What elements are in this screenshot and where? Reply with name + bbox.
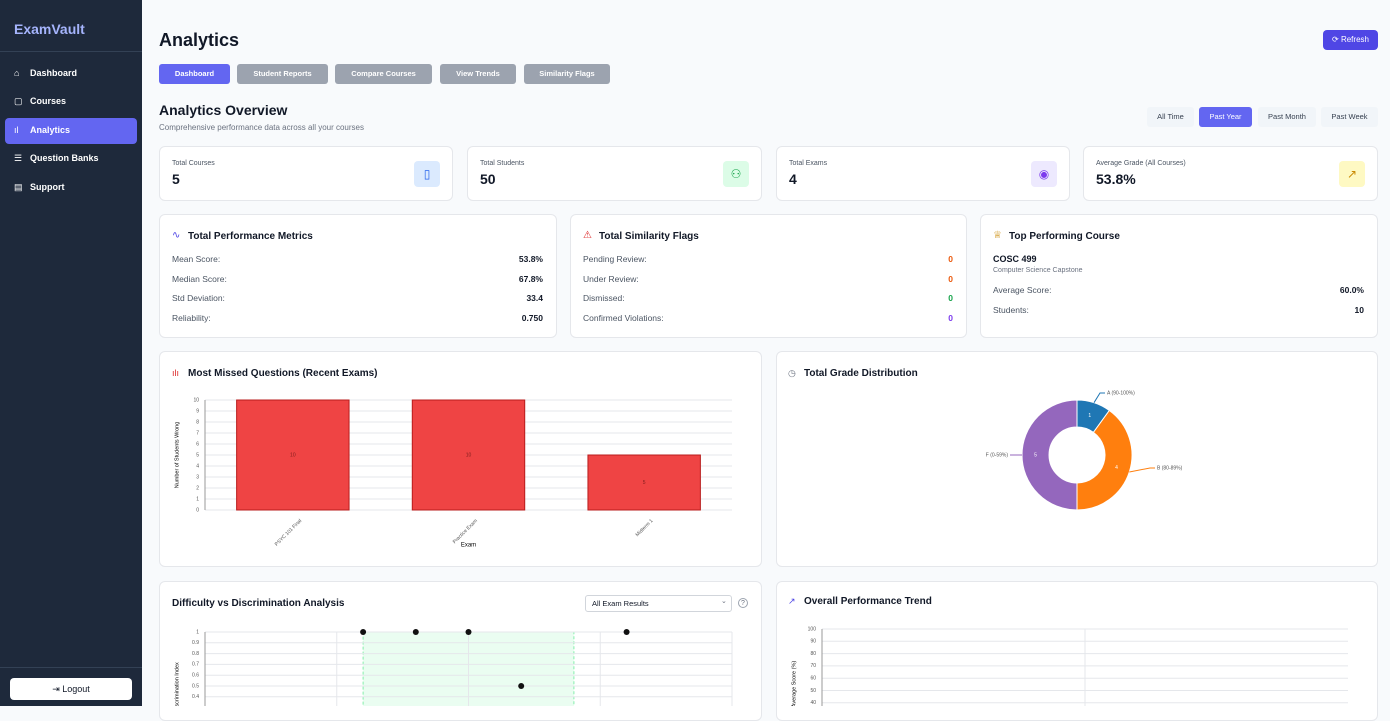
brand: ExamVault bbox=[14, 21, 85, 37]
row-value: 10 bbox=[1354, 304, 1364, 315]
tab[interactable]: Dashboard bbox=[159, 64, 230, 84]
chart-card bbox=[776, 351, 1378, 567]
logout-label: Logout bbox=[62, 684, 90, 694]
stat-label: Average Grade (All Courses) bbox=[1096, 160, 1186, 167]
logout-icon: ⇥ bbox=[52, 684, 63, 694]
chart-title: Total Grade Distribution bbox=[804, 368, 918, 379]
stat-value: 50 bbox=[480, 171, 496, 187]
row-value: 0 bbox=[948, 313, 953, 324]
row-value: 0 bbox=[948, 293, 953, 304]
nav-item[interactable]: Dashboard bbox=[30, 68, 78, 78]
stat-icon: ⚇ bbox=[723, 161, 749, 187]
row-label: Students: bbox=[993, 304, 1029, 315]
divider bbox=[0, 51, 142, 52]
row-label: Reliability: bbox=[172, 313, 211, 324]
row-label: Median Score: bbox=[172, 273, 227, 284]
card-icon: ♕ bbox=[993, 230, 1002, 241]
nav-item[interactable]: Analytics bbox=[30, 125, 71, 135]
sidebar bbox=[0, 0, 142, 706]
help-icon[interactable]: ? bbox=[738, 598, 748, 608]
chart-title: Overall Performance Trend bbox=[804, 596, 932, 607]
tab[interactable]: Student Reports bbox=[237, 64, 328, 84]
chart-title: Most Missed Questions (Recent Exams) bbox=[188, 368, 378, 379]
card-title: Top Performing Course bbox=[1009, 231, 1120, 242]
card-title: Total Performance Metrics bbox=[188, 231, 313, 242]
nav-icon: ▤ bbox=[14, 182, 23, 192]
nav-icon: ☰ bbox=[14, 153, 23, 163]
chart-card bbox=[776, 581, 1378, 721]
tab[interactable]: View Trends bbox=[440, 64, 516, 84]
card-icon: ⚠ bbox=[583, 230, 592, 241]
info-card bbox=[159, 214, 557, 338]
refresh-label: Refresh bbox=[1340, 35, 1369, 44]
row-label: Confirmed Violations: bbox=[583, 313, 664, 324]
row-label: Mean Score: bbox=[172, 254, 221, 264]
course-code: COSC 499 bbox=[993, 254, 1037, 264]
info-card bbox=[570, 214, 967, 338]
course-name: Computer Science Capstone bbox=[993, 267, 1083, 274]
nav-item[interactable]: Question Banks bbox=[30, 153, 99, 163]
select-caret: ⌄ bbox=[721, 598, 727, 605]
period-button[interactable]: Past Month bbox=[1258, 107, 1316, 127]
tab[interactable]: Compare Courses bbox=[335, 64, 432, 84]
chart-title: Difficulty vs Discrimination Analysis bbox=[172, 598, 345, 609]
nav-active bbox=[5, 118, 137, 144]
nav-icon: ⌂ bbox=[14, 68, 20, 78]
chart-card bbox=[159, 351, 762, 567]
row-value: 0 bbox=[948, 254, 953, 264]
row-value: 0.750 bbox=[521, 313, 543, 324]
stat-card bbox=[467, 146, 762, 201]
card-icon: ∿ bbox=[172, 230, 181, 241]
stat-value: 53.8% bbox=[1096, 171, 1136, 187]
page-title: Analytics bbox=[159, 30, 240, 50]
stat-value: 5 bbox=[172, 171, 180, 187]
filter-select[interactable]: All Exam Results bbox=[585, 595, 732, 612]
stat-card bbox=[1083, 146, 1378, 201]
row-value: 60.0% bbox=[1339, 285, 1364, 295]
row-value: 0 bbox=[948, 273, 953, 284]
row-value: 53.8% bbox=[518, 254, 543, 264]
chart-icon: ılı bbox=[172, 368, 180, 378]
stat-label: Total Exams bbox=[789, 160, 828, 167]
nav-icon: ▢ bbox=[14, 96, 23, 106]
chart-icon: ↗ bbox=[788, 596, 796, 606]
stat-icon: ▯ bbox=[414, 161, 440, 187]
period-button[interactable]: Past Year bbox=[1199, 107, 1252, 127]
nav-item[interactable]: Support bbox=[30, 182, 65, 192]
section-title: Analytics Overview bbox=[159, 102, 288, 118]
logout-button[interactable]: ⇥ Logout bbox=[10, 678, 132, 700]
row-label: Dismissed: bbox=[583, 293, 625, 304]
tab[interactable]: Similarity Flags bbox=[524, 64, 610, 84]
chart-icon: ◷ bbox=[788, 368, 796, 378]
stat-icon: ◉ bbox=[1031, 161, 1057, 187]
row-label: Std Deviation: bbox=[172, 293, 225, 304]
nav-icon: ıl bbox=[14, 125, 19, 135]
stat-label: Total Courses bbox=[172, 160, 215, 167]
row-label: Average Score: bbox=[993, 285, 1052, 295]
section-subtitle: Comprehensive performance data across al… bbox=[159, 123, 364, 132]
refresh-button[interactable]: ⟳ Refresh bbox=[1323, 30, 1378, 50]
row-label: Pending Review: bbox=[583, 254, 647, 264]
stat-value: 4 bbox=[789, 171, 797, 187]
nav-item[interactable]: Courses bbox=[30, 96, 67, 106]
row-value: 33.4 bbox=[526, 293, 543, 304]
period-button[interactable]: Past Week bbox=[1321, 107, 1378, 127]
stat-icon: ↗ bbox=[1339, 161, 1365, 187]
divider bbox=[0, 667, 142, 668]
row-value: 67.8% bbox=[518, 273, 543, 284]
card-title: Total Similarity Flags bbox=[599, 231, 699, 242]
row-label: Under Review: bbox=[583, 273, 639, 284]
refresh-icon: ⟳ bbox=[1332, 35, 1341, 44]
info-card bbox=[980, 214, 1378, 338]
stat-label: Total Students bbox=[480, 160, 525, 167]
period-button[interactable]: All Time bbox=[1147, 107, 1194, 127]
stat-card bbox=[159, 146, 453, 201]
stat-card bbox=[776, 146, 1070, 201]
